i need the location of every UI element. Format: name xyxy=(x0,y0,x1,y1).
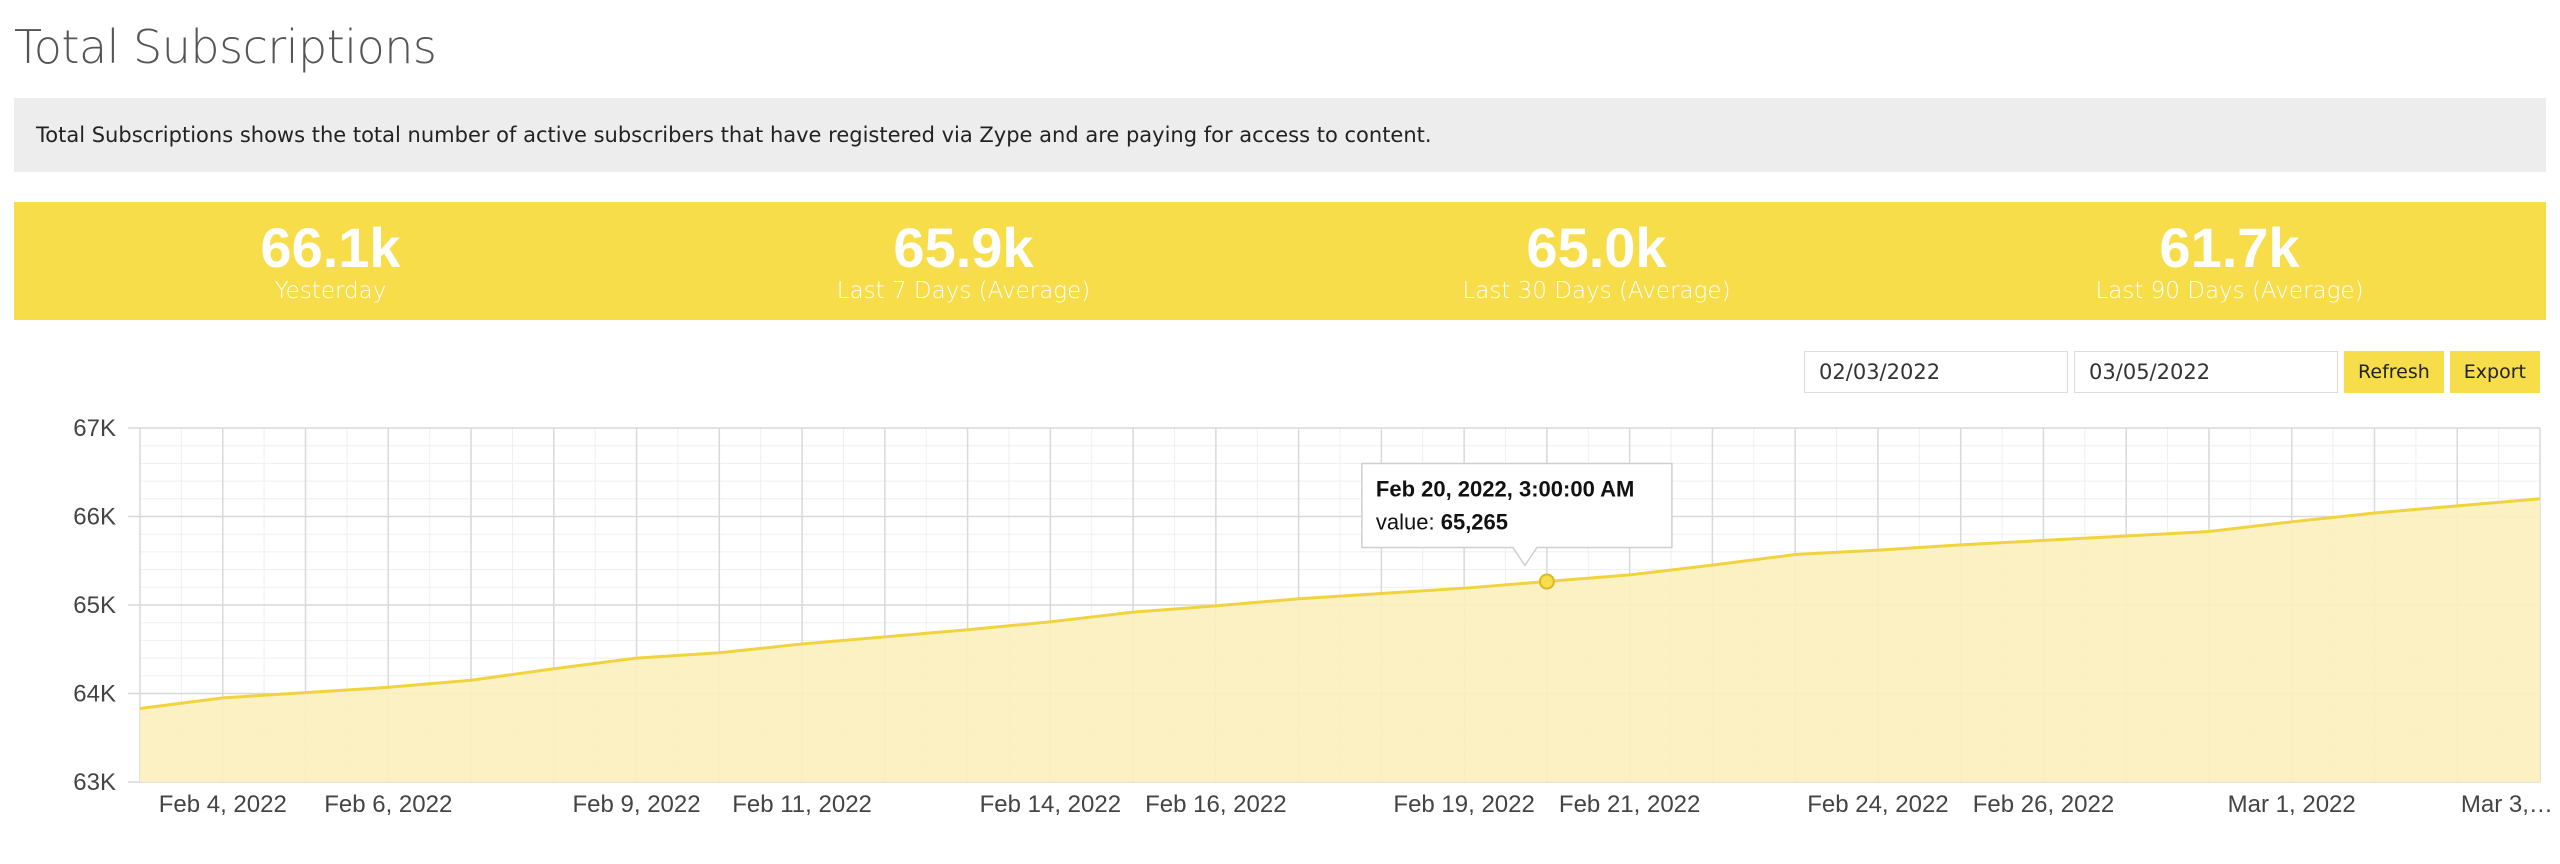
y-tick-label: 65K xyxy=(73,592,116,619)
stats-banner: 66.1k Yesterday 65.9k Last 7 Days (Avera… xyxy=(14,202,2546,320)
x-tick-label: Feb 6, 2022 xyxy=(324,791,452,818)
x-tick-label: Feb 19, 2022 xyxy=(1393,791,1534,818)
x-tick-label: Feb 4, 2022 xyxy=(159,791,287,818)
stat-last-90-days: 61.7k Last 90 Days (Average) xyxy=(1913,216,2546,305)
x-tick-label: Feb 26, 2022 xyxy=(1973,791,2114,818)
stat-yesterday: 66.1k Yesterday xyxy=(14,216,647,305)
export-button[interactable]: Export xyxy=(2449,351,2540,393)
refresh-button[interactable]: Refresh xyxy=(2344,351,2444,393)
x-tick-label: Mar 3,… xyxy=(2461,791,2553,818)
area-fill xyxy=(140,498,2540,782)
date-controls: Refresh Export xyxy=(1804,351,2540,393)
subscriptions-area-chart: 63K 64K 65K 66K 67K Feb 4, 2022 Feb 6, 2022 Feb… xyxy=(73,415,2553,818)
hovered-point xyxy=(1538,573,1555,590)
stat-last-30-days: 65.0k Last 30 Days (Average) xyxy=(1280,216,1913,305)
y-tick-label: 64K xyxy=(73,681,116,708)
tooltip-box xyxy=(1361,462,1673,567)
stat-value: 61.7k xyxy=(2159,216,2300,279)
description-text: Total Subscriptions shows the total numb… xyxy=(36,123,1432,147)
series-line xyxy=(139,497,2541,711)
stat-value: 65.9k xyxy=(893,216,1034,279)
y-tick-label: 67K xyxy=(73,415,116,442)
x-tick-label: Feb 21, 2022 xyxy=(1559,791,1700,818)
chart-tooltip: Feb 20, 2022, 3:00:00 AM value: 65,265 xyxy=(1361,462,1673,567)
stat-value: 66.1k xyxy=(260,216,401,279)
x-tick-label: Feb 24, 2022 xyxy=(1807,791,1948,818)
end-date-input[interactable] xyxy=(2074,351,2339,393)
stat-label: Last 7 Days (Average) xyxy=(836,278,1091,304)
x-tick-label: Feb 14, 2022 xyxy=(980,791,1121,818)
stat-last-7-days: 65.9k Last 7 Days (Average) xyxy=(647,216,1280,305)
tooltip-value: value: 65,265 xyxy=(1376,510,1508,535)
stat-value: 65.0k xyxy=(1526,216,1667,279)
description-box: Total Subscriptions shows the total numb… xyxy=(14,98,2546,172)
start-date-input[interactable] xyxy=(1804,351,2069,393)
y-tick-label: 66K xyxy=(73,504,116,531)
x-tick-label: Feb 16, 2022 xyxy=(1145,791,1286,818)
x-tick-label: Feb 11, 2022 xyxy=(732,791,872,818)
stat-label: Yesterday xyxy=(274,278,387,304)
stat-label: Last 90 Days (Average) xyxy=(2095,278,2364,304)
tooltip-title: Feb 20, 2022, 3:00:00 AM xyxy=(1376,477,1634,502)
x-tick-label: Feb 9, 2022 xyxy=(572,791,700,818)
stat-label: Last 30 Days (Average) xyxy=(1462,278,1731,304)
y-tick-label: 63K xyxy=(73,769,116,796)
page-title: Total Subscriptions xyxy=(14,20,437,74)
x-tick-label: Mar 1, 2022 xyxy=(2228,791,2356,818)
